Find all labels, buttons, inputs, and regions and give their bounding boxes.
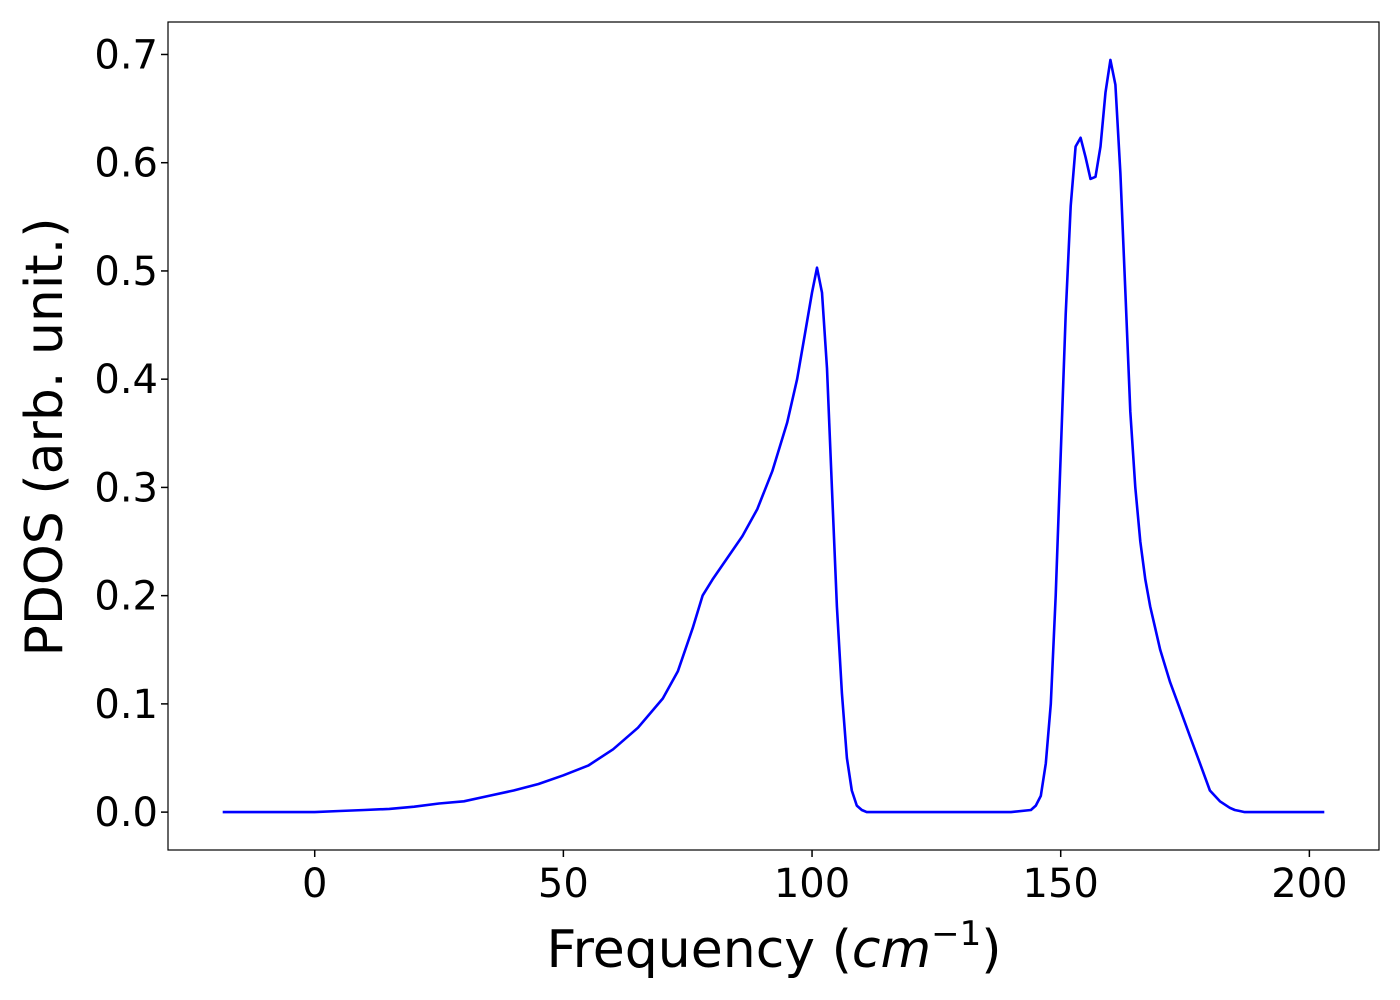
y-axis-ticks: 0.0 0.1 0.2 0.3 0.4 0.5 0.6 0.7	[94, 32, 168, 836]
pdos-series-line	[222, 58, 1325, 814]
y-axis-label: PDOS (arb. unit.)	[15, 217, 75, 656]
y-tick-label: 0.0	[94, 790, 158, 836]
y-tick-label: 0.4	[94, 357, 158, 403]
plot-frame	[167, 21, 1380, 851]
y-tick-label: 0.1	[94, 682, 158, 728]
x-axis-label-superscript: −1	[931, 914, 981, 954]
x-axis-label-prefix: Frequency (	[546, 920, 851, 980]
x-axis-label-suffix: )	[981, 920, 1001, 980]
y-tick-label: 0.2	[94, 574, 158, 620]
x-axis-label-math: cm	[852, 920, 931, 980]
x-tick-label: 200	[1271, 861, 1347, 907]
x-tick-label: 150	[1023, 861, 1099, 907]
y-tick-label: 0.6	[94, 141, 158, 187]
y-tick-label: 0.3	[94, 465, 158, 511]
x-axis-ticks: 0 50 100 150 200	[302, 850, 1348, 907]
y-tick-label: 0.5	[94, 249, 158, 295]
x-axis-label: Frequency (cm−1)	[546, 914, 1001, 980]
x-tick-label: 100	[774, 861, 850, 907]
x-tick-label: 50	[538, 861, 589, 907]
x-tick-label: 0	[302, 861, 327, 907]
y-tick-label: 0.7	[94, 32, 158, 78]
